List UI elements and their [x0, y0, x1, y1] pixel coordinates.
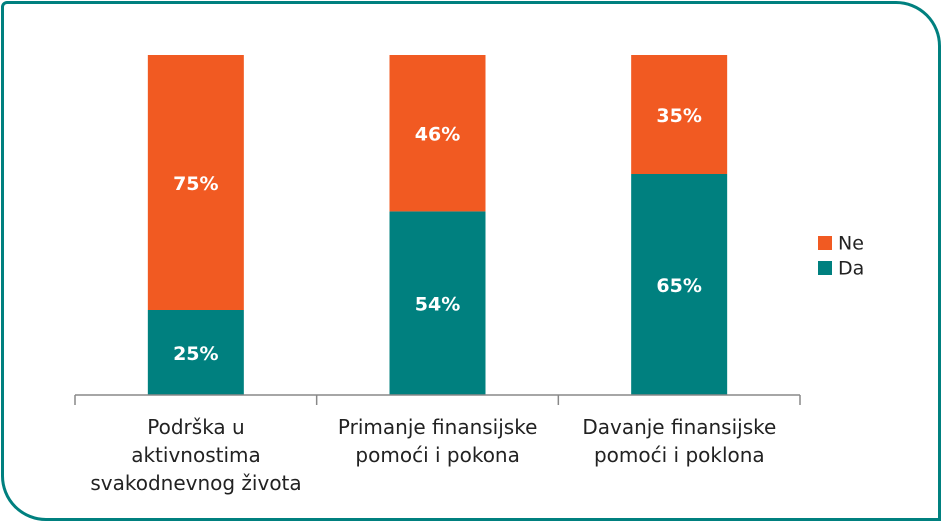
value-label: 46% — [415, 124, 460, 146]
bar-segment — [389, 211, 486, 395]
x-tick-label: Podrška u aktivnostima svakodnevnog živo… — [90, 415, 302, 495]
x-tick-label: Davanje finansijske pomoći i poklona — [582, 415, 777, 467]
bar-segment — [147, 310, 244, 395]
legend-label: Da — [838, 258, 864, 280]
value-label: 54% — [415, 294, 460, 316]
value-label: 25% — [173, 343, 218, 365]
value-label: 65% — [656, 275, 701, 297]
value-label: 75% — [173, 173, 218, 195]
value-label: 35% — [656, 105, 701, 127]
bar-segment — [631, 55, 728, 174]
legend-swatch — [818, 261, 832, 275]
x-tick-label: Primanje finansijske pomoći i pokona — [337, 415, 538, 467]
bar-segment — [389, 55, 486, 212]
bar-segment — [147, 55, 244, 310]
legend-swatch — [818, 236, 832, 250]
bar-segment — [631, 174, 728, 395]
legend-label: Ne — [838, 233, 864, 255]
